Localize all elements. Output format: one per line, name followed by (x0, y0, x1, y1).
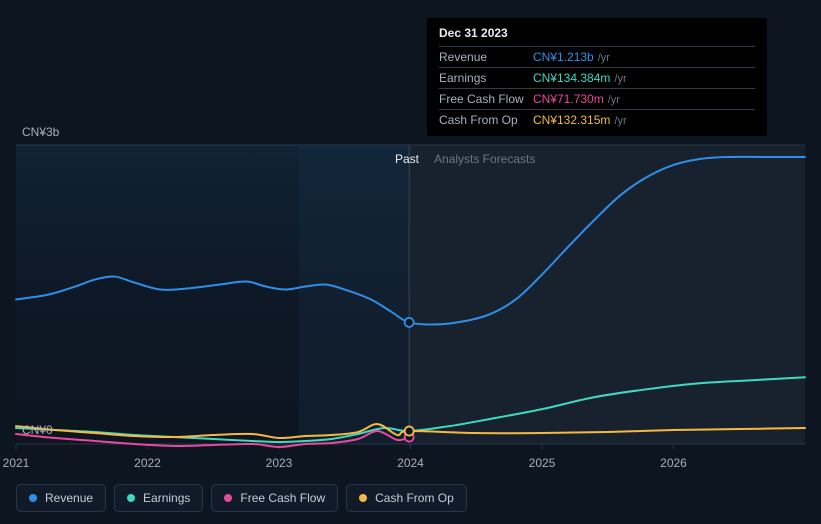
tooltip-row-label: Revenue (439, 50, 533, 64)
tooltip-date: Dec 31 2023 (439, 26, 755, 47)
x-axis: 202120222023202420252026 (16, 450, 805, 470)
tooltip-row-label: Cash From Op (439, 113, 533, 127)
tooltip-row: RevenueCN¥1.213b/yr (439, 47, 755, 68)
x-axis-label: 2026 (660, 456, 687, 470)
legend-item-label: Cash From Op (375, 491, 454, 505)
tooltip-row-value: CN¥132.315m (533, 113, 610, 127)
x-axis-label: 2023 (266, 456, 293, 470)
tooltip: Dec 31 2023 RevenueCN¥1.213b/yrEarningsC… (427, 18, 767, 136)
legend-dot-icon (127, 494, 135, 502)
tooltip-row: Cash From OpCN¥132.315m/yr (439, 110, 755, 130)
tooltip-row: EarningsCN¥134.384m/yr (439, 68, 755, 89)
legend: Revenue Earnings Free Cash Flow Cash From O… (16, 484, 467, 512)
x-axis-label: 2021 (3, 456, 30, 470)
tooltip-row: Free Cash FlowCN¥71.730m/yr (439, 89, 755, 110)
legend-dot-icon (224, 494, 232, 502)
legend-item-label: Free Cash Flow (240, 491, 325, 505)
tooltip-row-value: CN¥134.384m (533, 71, 610, 85)
section-label-past: Past (395, 152, 419, 166)
tooltip-row-unit: /yr (614, 73, 626, 85)
section-label-forecast: Analysts Forecasts (434, 152, 535, 166)
y-axis-label-min: CN¥0 (22, 423, 53, 437)
legend-dot-icon (359, 494, 367, 502)
tooltip-row-value: CN¥71.730m (533, 92, 604, 106)
y-axis-label-max: CN¥3b (22, 125, 59, 139)
legend-item-label: Revenue (45, 491, 93, 505)
x-axis-label: 2022 (134, 456, 161, 470)
legend-item-label: Earnings (143, 491, 190, 505)
x-axis-label: 2025 (529, 456, 556, 470)
legend-item-free-cash-flow[interactable]: Free Cash Flow (211, 484, 338, 512)
legend-item-revenue[interactable]: Revenue (16, 484, 106, 512)
legend-item-earnings[interactable]: Earnings (114, 484, 203, 512)
tooltip-row-value: CN¥1.213b (533, 50, 594, 64)
tooltip-row-label: Earnings (439, 71, 533, 85)
tooltip-row-unit: /yr (614, 115, 626, 127)
tooltip-row-label: Free Cash Flow (439, 92, 533, 106)
legend-item-cash-from-op[interactable]: Cash From Op (346, 484, 467, 512)
tooltip-row-unit: /yr (598, 52, 610, 64)
x-axis-label: 2024 (397, 456, 424, 470)
tooltip-row-unit: /yr (608, 94, 620, 106)
legend-dot-icon (29, 494, 37, 502)
